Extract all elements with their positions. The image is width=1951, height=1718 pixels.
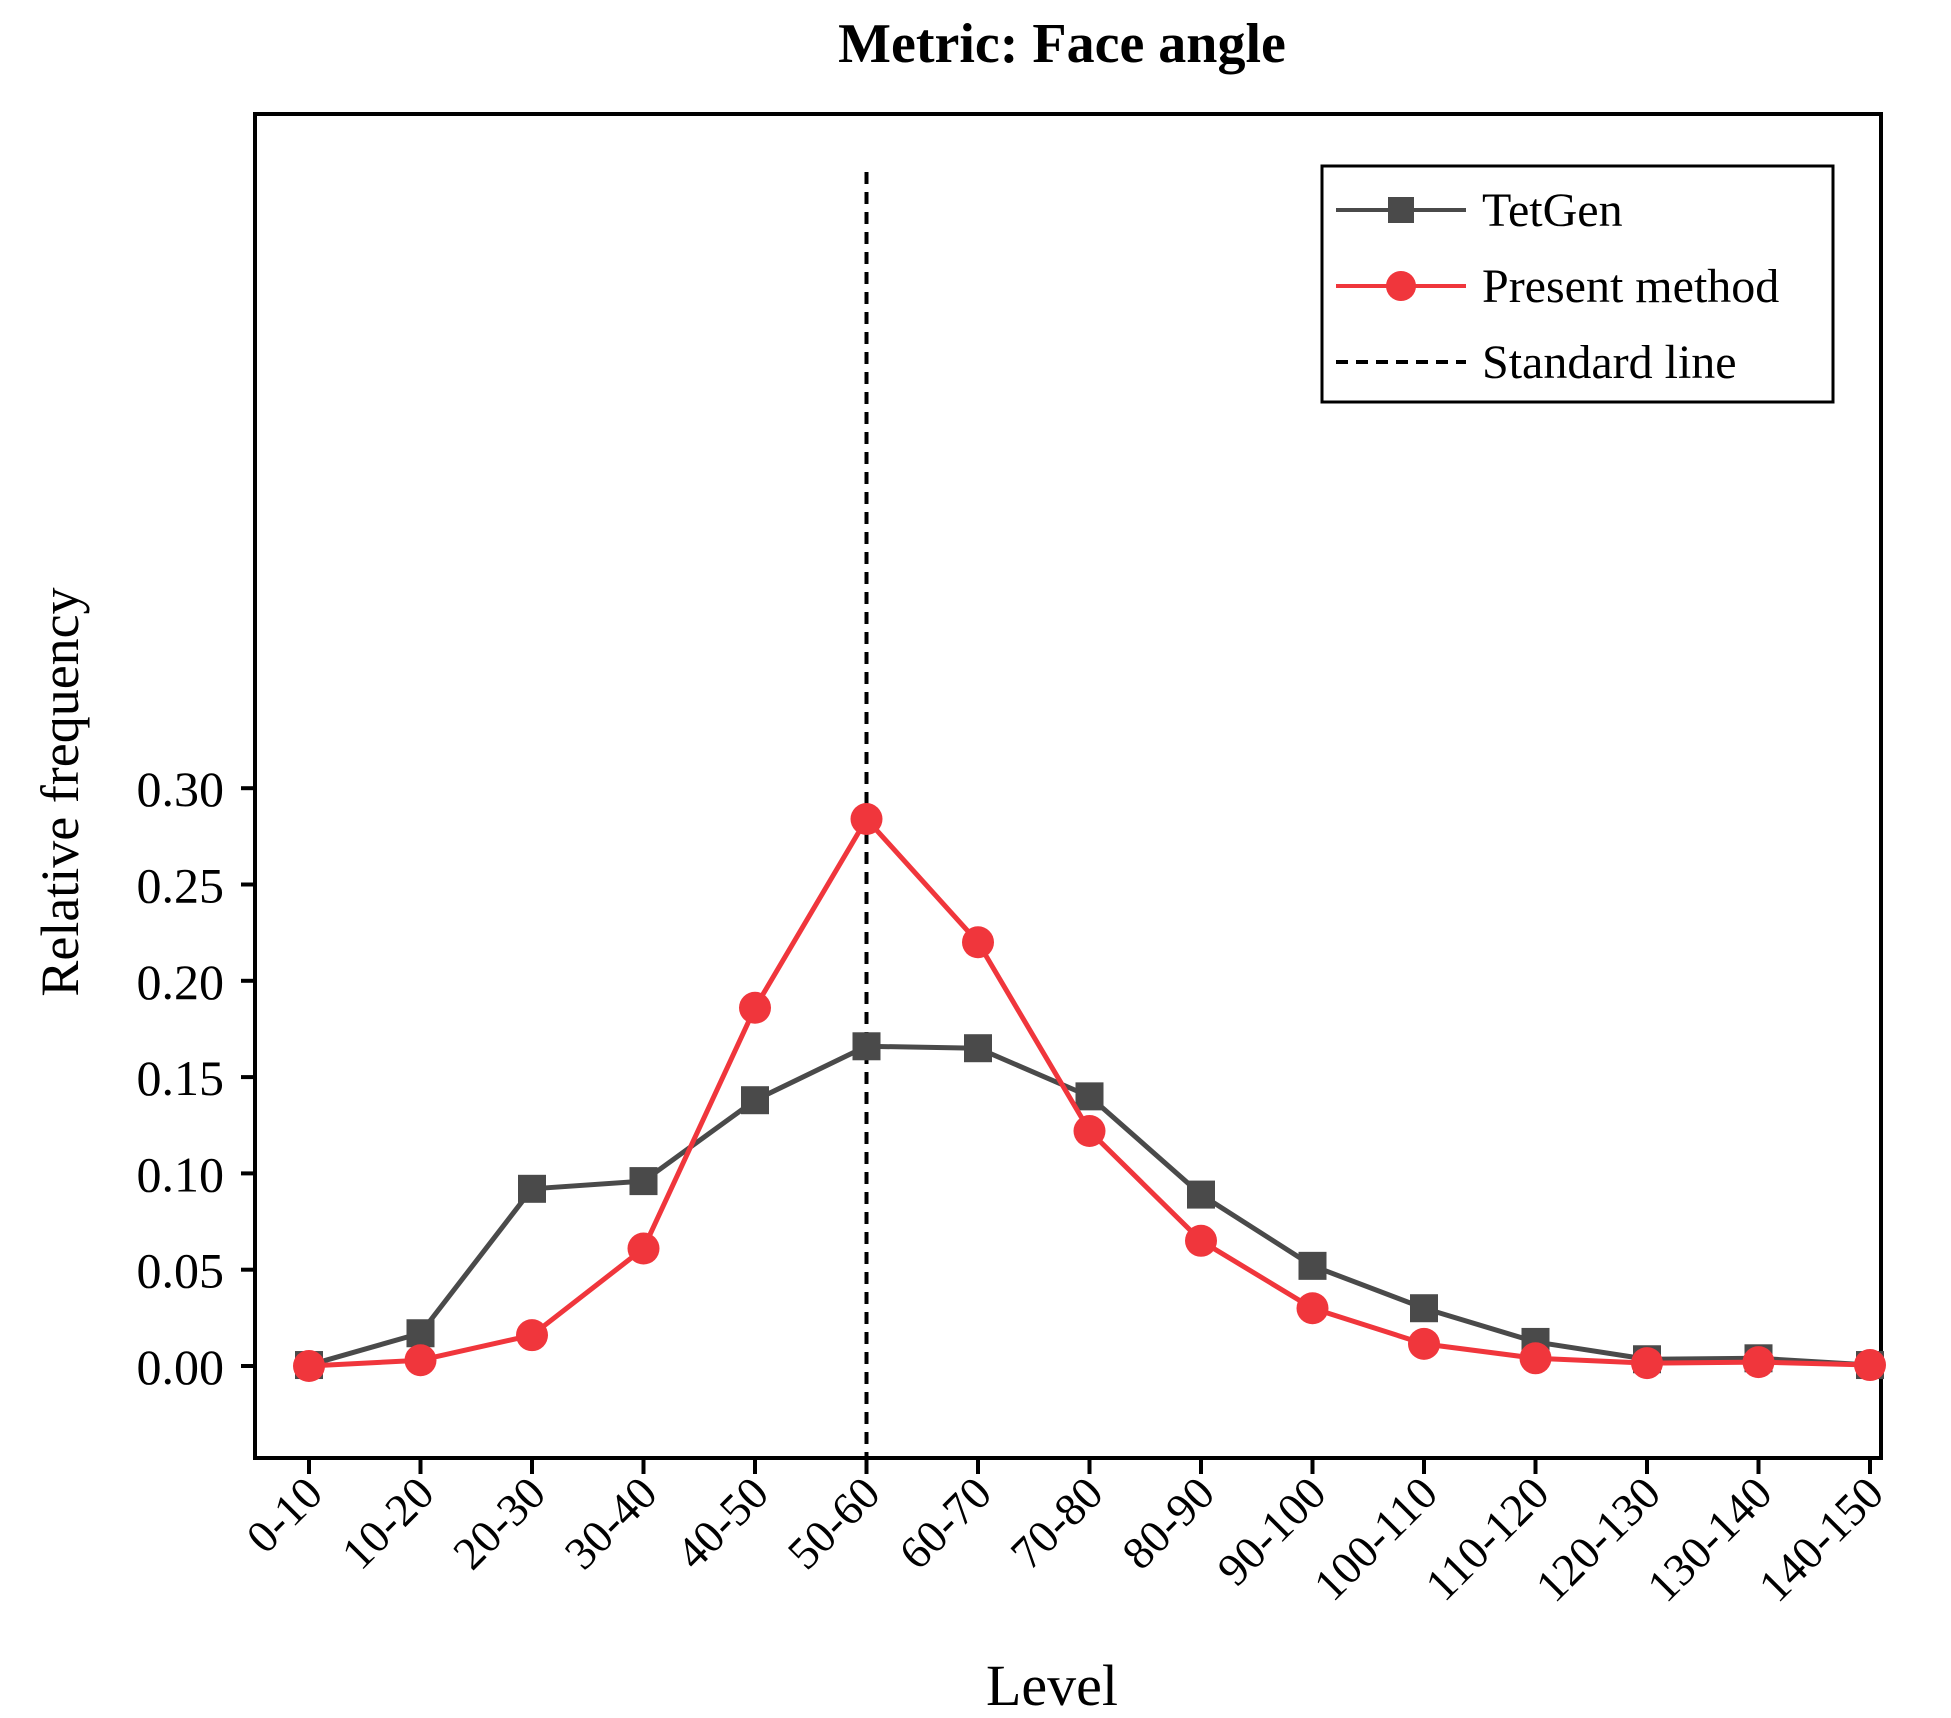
data-point-present-method [1073,1115,1106,1148]
data-point-tetgen [629,1167,658,1196]
data-point-present-method [1185,1224,1217,1257]
y-tick-label: 0.25 [137,858,225,914]
y-tick-label: 0.00 [137,1339,225,1395]
data-point-tetgen [1298,1251,1327,1280]
legend-marker-tetgen [1388,197,1414,223]
x-tick-label: 110-120 [1415,1467,1558,1610]
data-point-present-method [516,1319,548,1352]
legend-label-tetgen: TetGen [1482,184,1623,237]
data-point-present-method [850,803,883,836]
y-tick-label: 0.30 [137,761,225,817]
data-point-present-method [404,1344,437,1377]
y-axis-label: Relative frequency [30,587,90,996]
x-tick-label: 10-20 [332,1467,444,1579]
x-tick-label: 70-80 [1001,1467,1113,1579]
data-point-tetgen [1187,1180,1215,1209]
x-tick-label: 100-110 [1304,1467,1447,1610]
plot-area-frame [253,112,1883,1460]
x-tick-label: 130-140 [1637,1467,1781,1611]
x-tick-label: 60-70 [889,1467,1001,1579]
x-tick-label: 120-130 [1526,1467,1670,1611]
legend-label-present: Present method [1482,260,1779,313]
data-point-tetgen [964,1034,992,1063]
data-point-present-method [1742,1346,1775,1379]
legend-marker-present [1386,271,1416,301]
y-axis: 0.00 0.05 0.10 0.15 0.20 0.25 0.30 [137,761,255,1395]
x-tick-label: 30-40 [555,1467,667,1579]
data-point-present-method [1408,1327,1440,1360]
x-tick-label: 40-50 [666,1467,778,1579]
y-tick-label: 0.15 [137,1050,225,1106]
data-point-tetgen [406,1319,435,1348]
series-present-method [293,803,1886,1382]
legend-label-standard: Standard line [1482,336,1737,389]
x-axis: 0-10 10-20 20-30 30-40 40-50 50-60 60-70 70-80 8… [236,1458,1893,1611]
x-tick-label: 50-60 [778,1467,890,1579]
chart-title: Metric: Face angle [838,13,1286,75]
series-group [293,803,1886,1382]
data-point-tetgen [1075,1082,1104,1111]
data-point-present-method [1854,1349,1886,1382]
x-tick-label: 20-30 [443,1467,555,1579]
data-point-present-method [293,1350,325,1382]
data-point-tetgen [741,1086,769,1115]
data-point-present-method [1519,1342,1552,1375]
y-tick-label: 0.20 [137,954,225,1010]
data-point-present-method [627,1232,660,1265]
data-point-tetgen [518,1174,546,1203]
data-point-present-method [962,926,994,959]
data-point-present-method [1631,1347,1663,1380]
x-tick-label: 0-10 [236,1467,332,1563]
y-tick-label: 0.05 [137,1243,225,1299]
data-point-tetgen [1410,1294,1438,1323]
data-point-present-method [739,991,771,1024]
x-tick-label: 140-150 [1749,1467,1893,1611]
x-axis-label: Level [986,1653,1118,1718]
legend: TetGen Present method Standard line [1320,164,1835,404]
x-tick-label: 80-90 [1112,1467,1224,1579]
data-point-present-method [1296,1292,1329,1325]
data-point-tetgen [852,1032,881,1061]
y-tick-label: 0.10 [137,1146,225,1202]
